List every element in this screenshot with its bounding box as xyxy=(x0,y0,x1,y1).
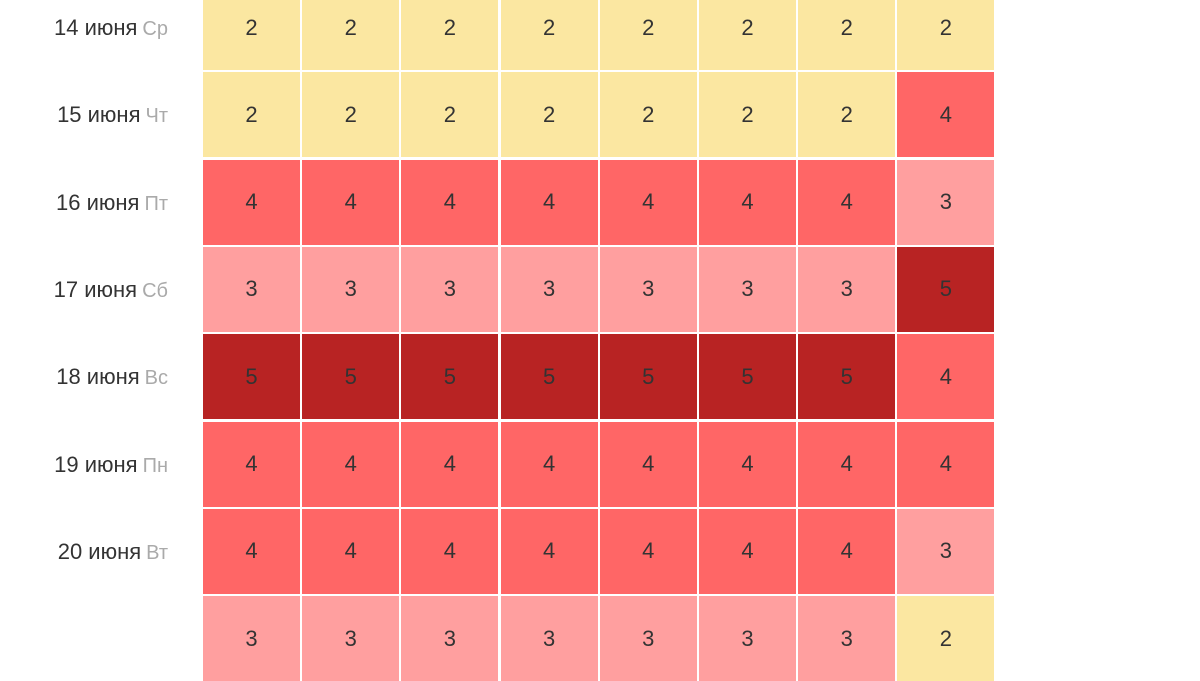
forecast-cell: 4 xyxy=(302,421,400,507)
forecast-cell: 3 xyxy=(500,246,598,332)
forecast-cell: 3 xyxy=(897,508,995,594)
forecast-cell: 4 xyxy=(897,421,995,507)
weekday-text: Ср xyxy=(142,18,168,40)
row-date-label: 19 июня Пн xyxy=(0,452,168,478)
forecast-cell: 3 xyxy=(203,246,300,332)
forecast-cell: 4 xyxy=(798,159,896,245)
forecast-cell: 5 xyxy=(798,334,896,420)
date-text: 16 июня xyxy=(56,189,140,215)
forecast-cell: 4 xyxy=(599,159,697,245)
forecast-cell: 5 xyxy=(897,246,995,332)
forecast-cell: 3 xyxy=(401,596,499,681)
weekday-text: Чт xyxy=(145,105,169,128)
forecast-cell: 5 xyxy=(699,334,796,420)
forecast-cell: 4 xyxy=(203,421,300,507)
row-date-label: 17 июня Сб xyxy=(0,277,168,303)
weekday-text: Пн xyxy=(142,454,168,477)
date-text: 20 июня xyxy=(57,538,142,564)
date-text: 18 июня xyxy=(56,364,140,390)
forecast-cell: 4 xyxy=(500,421,598,507)
forecast-cell: 2 xyxy=(203,72,300,158)
forecast-cell: 2 xyxy=(699,0,796,70)
weekday-text: Вс xyxy=(144,367,168,390)
forecast-cell: 4 xyxy=(798,508,896,594)
row-date-label: 15 июня Чт xyxy=(0,102,168,128)
forecast-cell: 2 xyxy=(302,0,400,70)
forecast-cell: 2 xyxy=(599,0,697,70)
forecast-cell: 4 xyxy=(699,508,796,594)
date-text: 17 июня xyxy=(53,276,138,302)
forecast-cell: 3 xyxy=(500,596,598,681)
forecast-cell: 3 xyxy=(897,159,995,245)
forecast-cell: 4 xyxy=(599,421,697,507)
forecast-cell: 2 xyxy=(302,72,400,158)
forecast-cell: 5 xyxy=(599,334,697,420)
row-date-label: 14 июня Ср xyxy=(0,15,168,41)
forecast-cell: 4 xyxy=(897,72,995,158)
forecast-cell: 3 xyxy=(401,246,499,332)
forecast-cell: 3 xyxy=(798,246,896,332)
forecast-cell: 3 xyxy=(302,246,400,332)
forecast-cell: 2 xyxy=(798,72,896,158)
row-date-label: 16 июня Пт xyxy=(0,190,168,216)
forecast-cell: 4 xyxy=(203,508,300,594)
date-text: 15 июня xyxy=(57,102,141,128)
weekday-text: Пт xyxy=(144,192,168,215)
forecast-cell: 3 xyxy=(699,246,796,332)
row-date-label: 20 июня Вт xyxy=(0,539,168,565)
forecast-cell: 3 xyxy=(699,596,796,681)
forecast-cell: 5 xyxy=(500,334,598,420)
forecast-cell: 2 xyxy=(401,0,499,70)
forecast-cell: 4 xyxy=(798,421,896,507)
forecast-cell: 2 xyxy=(599,72,697,158)
forecast-cell: 2 xyxy=(500,0,598,70)
forecast-cell: 4 xyxy=(699,421,796,507)
forecast-cell: 4 xyxy=(302,159,400,245)
forecast-cell: 4 xyxy=(897,334,995,420)
weekday-text: Вт xyxy=(146,541,168,564)
forecast-cell: 4 xyxy=(401,508,499,594)
forecast-cell: 4 xyxy=(500,159,598,245)
forecast-table: 14 июня Ср 2 2 2 2 2 2 2 2 15 июня Чт 2 2 2 2 2 2 2 4 16 июн… xyxy=(0,0,995,681)
row-date-label: 18 июня Вс xyxy=(0,364,168,390)
forecast-cell: 2 xyxy=(699,72,796,158)
forecast-cell: 3 xyxy=(599,246,697,332)
forecast-cell: 3 xyxy=(302,596,400,681)
forecast-cell: 4 xyxy=(302,508,400,594)
forecast-cell: 5 xyxy=(302,334,400,420)
forecast-cell: 3 xyxy=(599,596,697,681)
forecast-cell: 2 xyxy=(401,72,499,158)
date-text: 19 июня xyxy=(54,451,138,477)
forecast-cell: 4 xyxy=(203,159,300,245)
forecast-cell: 2 xyxy=(500,72,598,158)
forecast-cell: 4 xyxy=(401,421,499,507)
date-text: 14 июня xyxy=(53,15,138,40)
forecast-cell: 4 xyxy=(500,508,598,594)
forecast-cell: 4 xyxy=(401,159,499,245)
forecast-cell: 4 xyxy=(599,508,697,594)
forecast-cell: 3 xyxy=(203,596,300,681)
forecast-cell: 3 xyxy=(798,596,896,681)
forecast-cell: 2 xyxy=(897,0,995,70)
forecast-cell: 2 xyxy=(203,0,300,70)
forecast-cell: 2 xyxy=(798,0,896,70)
forecast-cell: 5 xyxy=(401,334,499,420)
forecast-cell: 4 xyxy=(699,159,796,245)
weekday-text: Сб xyxy=(142,279,168,302)
forecast-cell: 2 xyxy=(897,596,995,681)
forecast-cell: 5 xyxy=(203,334,300,420)
